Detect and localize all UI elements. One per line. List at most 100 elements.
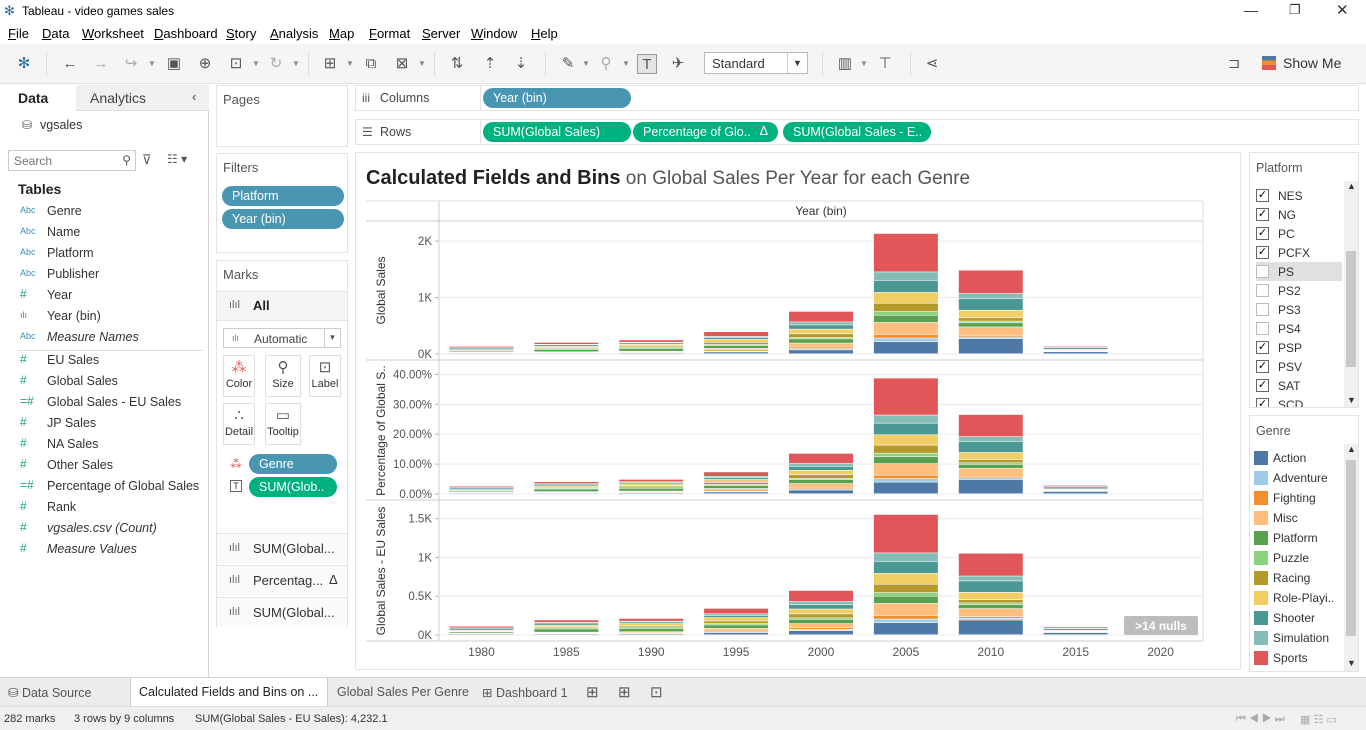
swap-icon[interactable]: ⇅ [450,55,464,72]
checkbox-unchecked-icon[interactable] [1256,265,1269,278]
field-name[interactable]: Abc Name [0,223,209,243]
columns-shelf[interactable]: iii Columns Year (bin) [355,85,1359,111]
marks-pill-genre[interactable]: Genre [249,454,337,474]
field-percentage-of-global-sales[interactable]: =# Percentage of Global Sales [0,477,209,497]
redo-icon[interactable]: → [93,55,109,72]
grid-view-icon[interactable]: ▦ ☷ ▭ [1300,714,1337,726]
presentation-mode-icon[interactable]: ⊤ [878,55,892,72]
platform-scrollbar[interactable]: ▲ ▼ [1344,181,1358,407]
field-platform[interactable]: Abc Platform [0,244,209,264]
platform-filter-item[interactable]: PS2 [1256,281,1342,300]
close-icon[interactable]: ✕ [1336,2,1349,19]
field-eu-sales[interactable]: # EU Sales [0,351,209,371]
genre-legend-item[interactable]: Fighting [1254,488,1346,508]
genre-legend-item[interactable]: Sports [1254,648,1346,668]
menu-file[interactable]: File [8,26,29,41]
sort-descending-icon[interactable]: ⇣ [514,55,528,72]
label-button[interactable]: ⊡ Label [309,355,341,397]
group-icon[interactable]: ⚲ [600,55,612,72]
field-year-bin-[interactable]: ılı Year (bin) [0,307,209,327]
genre-scrollbar[interactable]: ▲ ▼ [1344,444,1358,671]
filter-icon[interactable]: ⊽ [142,152,152,167]
color-button[interactable]: ⁂ Color [223,355,255,397]
genre-legend-item[interactable]: Action [1254,448,1346,468]
datasource-name[interactable]: vgsales [40,118,83,132]
format-painter-icon[interactable]: ⊐ [1227,55,1241,72]
show-me-icon[interactable] [1262,56,1276,70]
rows-shelf[interactable]: ☰ Rows SUM(Global Sales) Percentage of G… [355,119,1359,145]
rows-pill-sum-global-sales[interactable]: SUM(Global Sales) [483,122,631,142]
tab-calculated-fields[interactable]: Calculated Fields and Bins on ... [130,678,328,707]
platform-filter-item[interactable]: PS3 [1256,300,1342,319]
platform-filter-item[interactable]: ✓ SAT [1256,376,1342,395]
platform-filter-item[interactable]: ✓ PSV [1256,357,1342,376]
platform-filter-item[interactable]: PS4 [1256,319,1342,338]
platform-filter-item[interactable]: ✓ PC [1256,224,1342,243]
genre-legend-item[interactable]: Racing [1254,568,1346,588]
checkbox-checked-icon[interactable]: ✓ [1256,360,1269,373]
field-jp-sales[interactable]: # JP Sales [0,414,209,434]
checkbox-unchecked-icon[interactable] [1256,284,1269,297]
rows-pill-percentage[interactable]: Percentage of Glo.. Δ [633,122,778,142]
sort-ascending-icon[interactable]: ⇡ [483,55,497,72]
scroll-thumb[interactable] [1346,251,1356,367]
platform-filter-item[interactable]: ✓ PCFX [1256,243,1342,262]
checkbox-checked-icon[interactable]: ✓ [1256,189,1269,202]
new-worksheet-icon[interactable]: ⊞ [323,55,337,72]
tab-data[interactable]: Data [18,90,49,106]
marks-measure-row-percentage[interactable]: ılıl Percentag... Δ [217,565,347,595]
checkbox-checked-icon[interactable]: ✓ [1256,341,1269,354]
field-genre[interactable]: Abc Genre [0,202,209,222]
fix-axes-icon[interactable]: ✈ [671,55,685,72]
menu-help[interactable]: Help [531,26,558,41]
search-box[interactable]: ⚲ [8,150,136,171]
pause-updates-icon[interactable]: ⊡ [229,55,243,72]
tableau-home-icon[interactable]: ✻ [17,55,31,72]
tab-global-sales-per-genre[interactable]: Global Sales Per Genre [337,685,470,699]
filters-card[interactable]: Filters Platform Year (bin) [216,153,348,253]
tab-analytics[interactable]: Analytics ‹ [76,85,209,111]
columns-pill-year-bin[interactable]: Year (bin) [483,88,631,108]
chevron-down-icon[interactable]: ▼ [1347,658,1356,668]
field-other-sales[interactable]: # Other Sales [0,456,209,476]
duplicate-sheet-icon[interactable]: ⧉ [365,55,377,72]
maximize-icon[interactable]: ❐ [1289,2,1301,17]
checkbox-checked-icon[interactable]: ✓ [1256,379,1269,392]
menu-story[interactable]: Story [226,26,257,41]
platform-filter-item[interactable]: ✓ NES [1256,186,1342,205]
share-icon[interactable]: ⋖ [925,55,939,72]
genre-legend-item[interactable]: Role-Playi.. [1254,588,1346,608]
field-rank[interactable]: # Rank [0,498,209,518]
collapse-icon[interactable]: ‹ [192,89,197,104]
platform-filter-item[interactable]: PS [1256,262,1342,281]
filter-pill-year-bin[interactable]: Year (bin) [222,209,344,229]
marks-measure-row-global-sales[interactable]: ılıl SUM(Global... [217,533,347,563]
filter-pill-platform[interactable]: Platform [222,186,344,206]
mark-type-select[interactable]: ılı Automatic ▼ [223,328,341,348]
new-datasource-icon[interactable]: ⊕ [198,55,212,72]
genre-legend-item[interactable]: Simulation [1254,628,1346,648]
view-options-icon[interactable]: ☷ ▾ [167,152,188,166]
nav-first-icon[interactable]: ⏮ ◀ ▶ ⏭ [1236,713,1285,725]
pages-card[interactable]: Pages [216,85,348,147]
minimize-icon[interactable]: — [1244,2,1258,18]
genre-legend-item[interactable]: Shooter [1254,608,1346,628]
menu-server[interactable]: Server [422,26,461,41]
undo-icon[interactable]: ← [62,55,78,72]
highlight-icon[interactable]: ✎ [561,55,575,72]
checkbox-checked-icon[interactable]: ✓ [1256,398,1269,407]
menu-dashboard[interactable]: Dashboard [154,26,218,41]
new-sheet-icon[interactable]: ⊞ [586,684,599,701]
show-labels-icon[interactable]: T [637,54,657,74]
genre-legend-item[interactable]: Puzzle [1254,548,1346,568]
menu-map[interactable]: Map [329,26,355,41]
field-global-sales-eu-sales[interactable]: =# Global Sales - EU Sales [0,393,209,413]
marks-all-row[interactable]: ılıl All [217,291,347,321]
search-input[interactable] [14,152,114,170]
genre-legend-item[interactable]: Misc [1254,508,1346,528]
checkbox-checked-icon[interactable]: ✓ [1256,246,1269,259]
tab-data-source[interactable]: ⛁ Data Source [8,686,92,700]
checkbox-unchecked-icon[interactable] [1256,322,1269,335]
menu-window[interactable]: Window [471,26,518,41]
new-story-icon[interactable]: ⊡ [650,684,663,701]
